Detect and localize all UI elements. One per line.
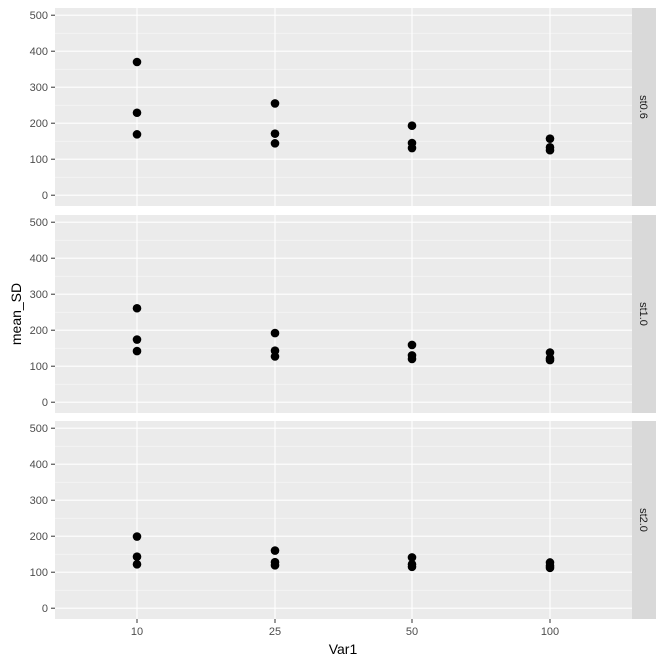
- y-tick-label: 400: [30, 253, 48, 265]
- data-point: [132, 108, 142, 118]
- x-tick-label: 25: [269, 626, 281, 638]
- facet-strip: [632, 8, 656, 206]
- facet-panel-1: 0 100 200 300 400 500 st0.6: [30, 8, 656, 206]
- data-point: [407, 562, 417, 572]
- x-axis: 10 25 50 100: [131, 619, 559, 638]
- data-point: [132, 335, 142, 344]
- data-point: [270, 546, 280, 555]
- data-point: [407, 143, 417, 153]
- y-axis-title: mean_SD: [8, 283, 24, 345]
- facet-strip-label: st0.6: [637, 95, 649, 119]
- data-point: [270, 129, 280, 138]
- y-tick-label: 300: [30, 495, 48, 507]
- data-point: [545, 145, 555, 155]
- facet-strip: [632, 215, 656, 413]
- facet-strip-label: st2.0: [637, 508, 649, 532]
- data-point: [270, 139, 280, 148]
- y-tick-label: 500: [30, 10, 48, 22]
- x-axis-title: Var1: [329, 641, 358, 657]
- data-point: [132, 303, 142, 313]
- panel-background: [55, 8, 632, 206]
- y-tick-label: 100: [30, 567, 48, 579]
- x-tick-label: 10: [131, 626, 143, 638]
- facet-panel-3: 0 100 200 300 400 500 st2.0: [30, 421, 656, 619]
- y-tick-label: 200: [30, 325, 48, 337]
- panel-background: [55, 421, 632, 619]
- data-point: [132, 130, 142, 139]
- y-tick-label: 300: [30, 289, 48, 301]
- panel-background: [55, 215, 632, 413]
- data-point: [407, 553, 417, 562]
- data-point: [270, 352, 280, 361]
- data-point: [407, 121, 417, 131]
- y-tick-label: 0: [42, 603, 48, 615]
- y-tick-label: 400: [30, 459, 48, 471]
- x-tick-label: 100: [541, 626, 559, 638]
- data-point: [132, 532, 142, 541]
- data-point: [132, 559, 142, 569]
- y-tick-label: 200: [30, 118, 48, 130]
- y-tick-label: 100: [30, 154, 48, 166]
- data-point: [132, 552, 142, 562]
- y-tick-label: 0: [42, 397, 48, 409]
- facet-strip: [632, 421, 656, 619]
- y-tick-label: 200: [30, 531, 48, 543]
- data-point: [132, 57, 142, 67]
- data-point: [270, 99, 280, 108]
- y-tick-label: 500: [30, 217, 48, 229]
- data-point: [545, 355, 555, 365]
- y-tick-label: 500: [30, 423, 48, 435]
- data-point: [545, 563, 555, 573]
- facet-panel-2: 0 100 200 300 400 500 st1.0: [30, 215, 656, 413]
- data-point: [407, 354, 417, 364]
- facet-strip-label: st1.0: [637, 302, 649, 326]
- x-tick-label: 50: [406, 626, 418, 638]
- data-point: [545, 134, 555, 143]
- data-point: [270, 561, 280, 570]
- data-point: [132, 346, 142, 356]
- y-tick-label: 400: [30, 46, 48, 58]
- facet-panels: 0 100 200 300 400 500 st0.6 0 100 200 300 400 500 st1…: [30, 8, 656, 619]
- y-tick-label: 100: [30, 361, 48, 373]
- data-point: [270, 328, 280, 338]
- y-tick-label: 300: [30, 82, 48, 94]
- y-tick-label: 0: [42, 190, 48, 202]
- data-point: [407, 340, 417, 350]
